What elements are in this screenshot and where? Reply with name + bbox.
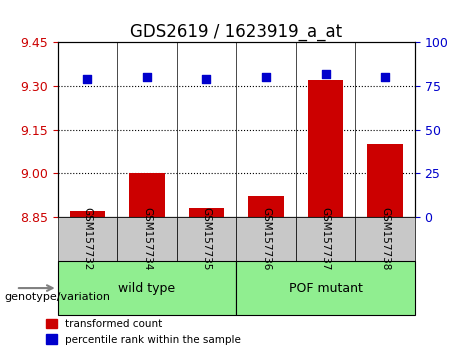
- Text: GSM157738: GSM157738: [380, 207, 390, 271]
- FancyBboxPatch shape: [177, 217, 236, 261]
- Bar: [70, 211, 105, 217]
- Legend: transformed count, percentile rank within the sample: transformed count, percentile rank withi…: [42, 315, 245, 349]
- FancyBboxPatch shape: [355, 217, 415, 261]
- Text: GSM157735: GSM157735: [201, 207, 212, 271]
- FancyBboxPatch shape: [236, 217, 296, 261]
- Title: GDS2619 / 1623919_a_at: GDS2619 / 1623919_a_at: [130, 23, 343, 41]
- Bar: [248, 196, 284, 217]
- Text: GSM157737: GSM157737: [320, 207, 331, 271]
- Text: GSM157734: GSM157734: [142, 207, 152, 271]
- Bar: [189, 208, 225, 217]
- FancyBboxPatch shape: [236, 261, 415, 315]
- FancyBboxPatch shape: [296, 217, 355, 261]
- Point: [84, 76, 91, 82]
- Text: wild type: wild type: [118, 281, 176, 295]
- Point: [381, 75, 389, 80]
- Point: [322, 71, 329, 77]
- Text: genotype/variation: genotype/variation: [5, 292, 111, 302]
- Point: [262, 75, 270, 80]
- Text: POF mutant: POF mutant: [289, 281, 362, 295]
- Bar: [367, 144, 403, 217]
- Text: GSM157736: GSM157736: [261, 207, 271, 271]
- Bar: [129, 173, 165, 217]
- Point: [143, 75, 151, 80]
- FancyBboxPatch shape: [58, 217, 117, 261]
- Text: GSM157732: GSM157732: [83, 207, 92, 271]
- Point: [203, 76, 210, 82]
- FancyBboxPatch shape: [117, 217, 177, 261]
- FancyBboxPatch shape: [58, 261, 236, 315]
- Bar: [308, 80, 343, 217]
